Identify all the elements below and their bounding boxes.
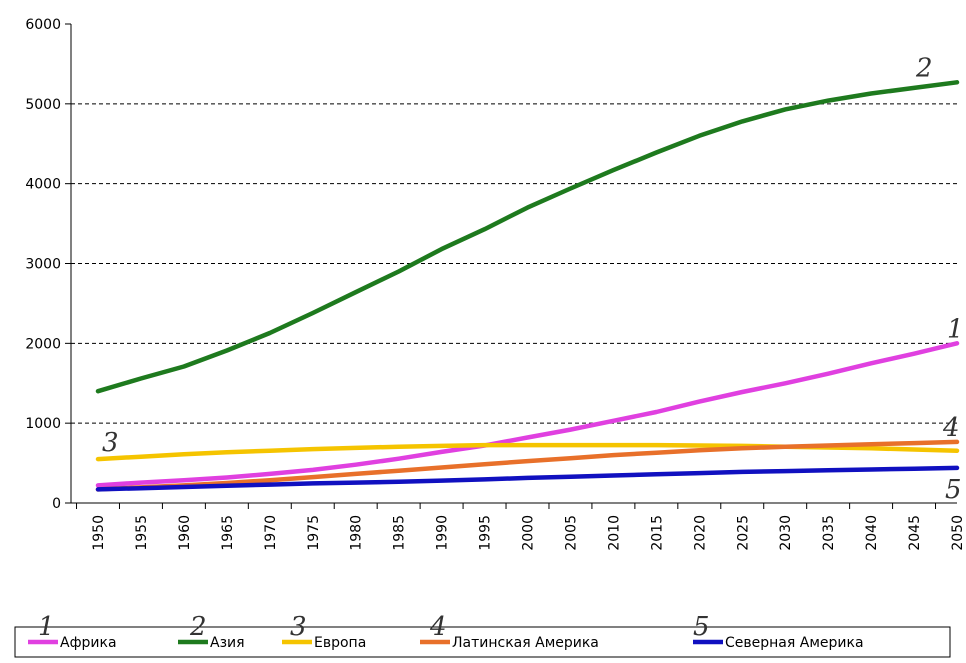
legend-label: Северная Америка <box>725 635 864 651</box>
x-tick-label: 1970 <box>263 515 279 551</box>
x-tick-label: 2025 <box>735 515 751 551</box>
y-tick-label: 1000 <box>25 416 61 432</box>
legend-number: 3 <box>290 612 307 642</box>
x-tick-label: 2015 <box>649 515 665 551</box>
x-tick-label: 1965 <box>220 515 236 551</box>
series-number-label: 3 <box>102 428 119 458</box>
series-number-label: 1 <box>947 314 964 344</box>
x-tick-label: 2030 <box>778 515 794 551</box>
x-tick-label: 1975 <box>306 515 322 551</box>
series-lines <box>95 80 960 492</box>
series-number-label: 4 <box>942 413 960 443</box>
x-tick-label: 2040 <box>864 515 880 551</box>
series-line <box>95 465 960 492</box>
legend-label: Африка <box>60 635 117 651</box>
x-tick-label: 1955 <box>134 515 150 551</box>
x-tick-label: 1990 <box>435 515 451 551</box>
y-tick-label: 5000 <box>25 97 61 113</box>
x-tick-label: 2050 <box>950 515 966 551</box>
x-axis: 1950 1955 1960 1965 1970 1975 1980 1985 1990 1995… <box>71 502 966 551</box>
x-tick-label: 2005 <box>563 515 579 551</box>
series-line <box>95 80 960 394</box>
y-tick-label: 2000 <box>25 336 61 352</box>
x-tick-label: 2020 <box>692 515 708 551</box>
legend-box <box>14 626 951 658</box>
gridlines <box>71 103 957 424</box>
y-tick-label: 4000 <box>25 177 61 193</box>
x-tick-label: 2010 <box>606 515 622 551</box>
legend-number: 1 <box>38 612 55 642</box>
series-number-label: 5 <box>945 475 962 505</box>
legend-number: 2 <box>189 612 207 642</box>
x-tick-label: 1985 <box>392 515 408 551</box>
legend-label: Азия <box>210 635 245 651</box>
series-number-label: 2 <box>915 53 933 83</box>
x-tick-label: 2045 <box>907 515 923 551</box>
x-tick-label: 2000 <box>521 515 537 551</box>
x-tick-label: 2035 <box>821 515 837 551</box>
y-tick-label: 6000 <box>25 17 61 33</box>
y-tick-label: 0 <box>52 496 61 512</box>
series-line <box>95 341 960 488</box>
x-tick-label: 1995 <box>478 515 494 551</box>
legend-number: 4 <box>429 612 447 642</box>
legend-number: 5 <box>693 612 710 642</box>
series-number-labels: 1 2 3 4 5 <box>102 53 964 505</box>
y-tick-label: 3000 <box>25 257 61 273</box>
x-tick-label: 1980 <box>349 515 365 551</box>
x-tick-label: 1950 <box>91 515 107 551</box>
legend-label: Латинская Америка <box>452 635 599 651</box>
x-tick-label: 1960 <box>177 515 193 551</box>
series-line <box>95 439 960 492</box>
legend-label: Европа <box>314 635 366 651</box>
y-axis: 0 1000 2000 3000 4000 5000 6000 <box>25 17 72 512</box>
